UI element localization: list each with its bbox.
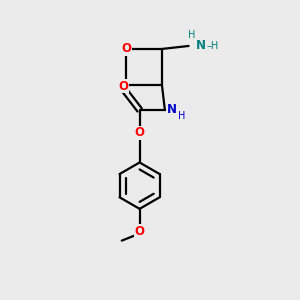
- Text: H: H: [188, 30, 195, 40]
- Text: –H: –H: [206, 41, 218, 51]
- Text: O: O: [118, 80, 128, 93]
- Text: N: N: [167, 103, 176, 116]
- Text: O: O: [135, 126, 145, 139]
- Text: O: O: [121, 42, 131, 56]
- Text: O: O: [135, 225, 145, 238]
- Text: H: H: [178, 111, 186, 121]
- Text: N: N: [196, 40, 206, 52]
